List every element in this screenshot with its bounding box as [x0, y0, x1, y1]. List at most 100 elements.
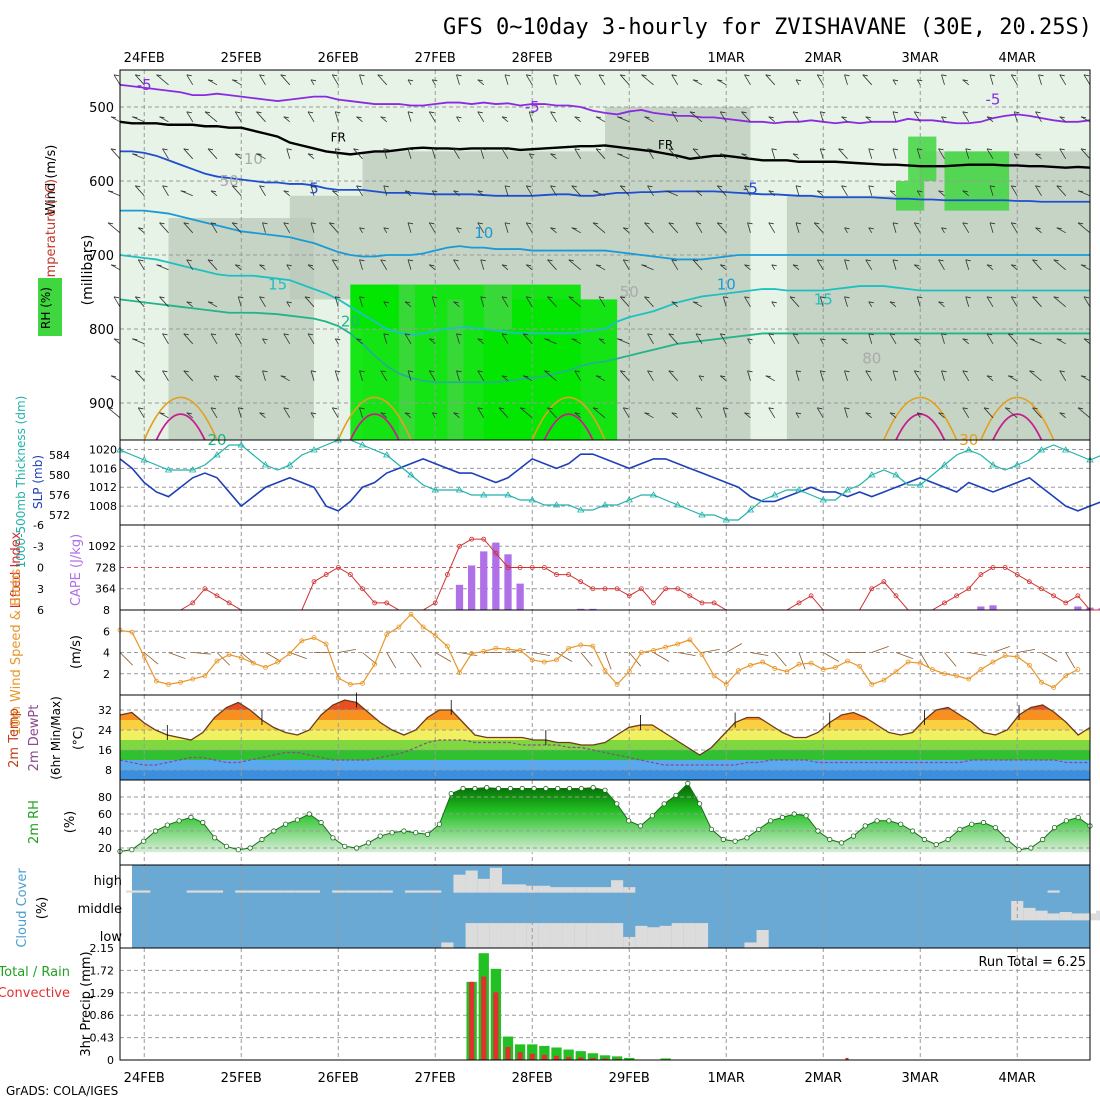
- rh-marker: [247, 845, 253, 851]
- wind-barb: [795, 412, 800, 419]
- wind-barb: [383, 148, 388, 159]
- wind-barb-flag: [644, 116, 650, 119]
- wind-speed-marker: [651, 647, 656, 653]
- wind-barb: [892, 111, 897, 122]
- precip-convective-bar: [553, 1055, 560, 1060]
- wind-barb-flag: [550, 153, 556, 156]
- wind-barb-flag: [335, 148, 341, 151]
- wind-barb: [186, 412, 194, 419]
- wind-barb-flag: [159, 296, 165, 299]
- cape-bar: [480, 551, 488, 610]
- wind-barb: [989, 185, 994, 196]
- thickness-marker: [819, 496, 827, 503]
- rh-marker: [1051, 824, 1058, 831]
- wind-barb-flag: [741, 111, 747, 114]
- wind-barb-flag: [407, 79, 414, 82]
- wind-barb-flag: [1080, 264, 1087, 267]
- wind-barb: [186, 259, 194, 271]
- wind-barb-flag: [574, 370, 580, 373]
- wind-speed-marker: [250, 660, 256, 666]
- wind-speed-marker: [238, 655, 244, 661]
- wind-barb-flag: [432, 296, 438, 299]
- wind-barb-flag: [235, 375, 241, 378]
- wind-speed-marker: [529, 657, 535, 663]
- thickness-marker: [771, 491, 779, 498]
- wind-barb: [938, 259, 945, 271]
- wind-barb: [962, 407, 970, 419]
- wind-barb: [210, 407, 218, 419]
- wind-barb: [259, 185, 266, 197]
- wind-barb-flag: [644, 296, 650, 299]
- wind-barb: [1029, 370, 1042, 382]
- wind-barb-flag: [404, 412, 411, 415]
- wind-barb: [431, 412, 436, 419]
- wind-barb-flag: [310, 79, 317, 82]
- wind-barb: [453, 301, 460, 308]
- wind-speed-marker: [287, 651, 293, 656]
- wind-barb: [671, 111, 679, 123]
- wind-barb-flag: [359, 296, 365, 299]
- cloud-bar-low: [562, 923, 575, 948]
- wind-barb-flag: [110, 264, 117, 267]
- wind-barb: [938, 301, 945, 308]
- wind-barb: [525, 185, 533, 197]
- wind-barb-flag: [526, 296, 532, 299]
- lifted-index-marker: [541, 565, 547, 570]
- wind-barb: [1007, 333, 1018, 345]
- lifted-index-marker: [869, 586, 875, 592]
- wind-barb-flag: [480, 296, 486, 299]
- cape-bar: [455, 584, 464, 610]
- rh-marker: [898, 821, 904, 827]
- wind-barb-flag: [404, 301, 411, 304]
- top-date-label: 2MAR: [805, 51, 842, 66]
- wind-barb-flag: [359, 259, 365, 262]
- wind-barb: [280, 375, 290, 382]
- wind-barb: [256, 153, 266, 160]
- wind-barb-flag: [353, 148, 359, 151]
- wind-barb-flag: [571, 227, 577, 230]
- wind-barb: [574, 116, 582, 123]
- wind-barb-flag: [110, 375, 117, 378]
- rh-core-region: [483, 284, 512, 329]
- wind-barb-flag: [844, 259, 850, 262]
- wind-barb-flag: [941, 227, 947, 230]
- wind-barb-flag: [453, 148, 459, 151]
- wind-barb: [771, 148, 776, 159]
- rh-marker: [957, 826, 963, 832]
- wind-barb-flag: [407, 370, 414, 373]
- wind-barb: [619, 296, 630, 308]
- cape-tick-label: 1092: [88, 540, 116, 553]
- wind-barb-flag: [914, 370, 920, 373]
- wind-barb-flag: [359, 227, 365, 230]
- wind-barb: [286, 148, 291, 159]
- wind-barb: [889, 190, 897, 197]
- wind-barb-flag: [747, 222, 753, 225]
- wind-barb-flag: [1014, 111, 1020, 114]
- wind-barb: [622, 407, 630, 419]
- rh-marker: [874, 818, 880, 824]
- wind-barb: [622, 227, 630, 234]
- lifted-index-marker: [651, 600, 656, 606]
- wind-barb: [962, 190, 970, 197]
- wind-barb-flag: [432, 148, 438, 151]
- wind-barb-flag: [647, 148, 653, 151]
- wind-speed-marker: [638, 650, 644, 655]
- cloud-bar-high: [235, 890, 248, 893]
- contour-label: 15: [268, 276, 287, 294]
- thickness-marker: [189, 466, 197, 473]
- wind-barb-flag: [286, 148, 292, 151]
- rh-marker: [1028, 845, 1034, 851]
- wind-barb: [186, 111, 194, 123]
- wind-barb: [356, 338, 363, 345]
- wind-barb: [186, 74, 194, 86]
- wind-barb-flag: [865, 259, 871, 262]
- wind-barb: [619, 370, 630, 382]
- wind-speed-marker: [796, 661, 802, 667]
- axis-label-temp-units: (°C): [71, 726, 85, 750]
- wind-barb-flag: [598, 296, 605, 299]
- rh-marker: [271, 828, 277, 834]
- wind-barb: [938, 190, 945, 197]
- wind-barb-flag: [889, 190, 896, 193]
- wind-barb-flag: [792, 111, 799, 114]
- wind-speed-marker: [347, 681, 353, 687]
